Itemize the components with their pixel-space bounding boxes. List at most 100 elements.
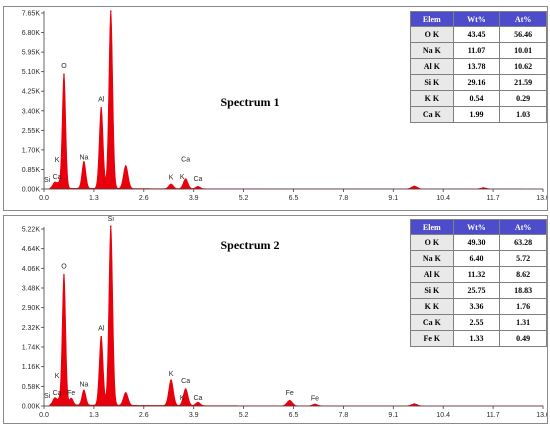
x-tick-label: 7.8 [339,195,349,202]
spectrum-peak [124,392,127,394]
table-row: O K 43.45 56.46 [410,26,547,43]
table-header-row: Elem Wt% At% [410,11,547,27]
y-tick-label: 4.25K [22,89,41,96]
weight-percent-cell: 2.55 [452,314,501,331]
y-tick-label: 0.00K [22,404,41,411]
peak-label: Si [108,7,115,8]
element-cell: Al K [410,266,454,283]
table-row: Na K 11.07 10.01 [410,42,547,59]
spectrum-peak [100,106,102,109]
table-row: Si K 25.75 18.83 [410,282,547,299]
peak-label: O [61,63,67,70]
atomic-percent-cell: 10.01 [499,42,547,59]
spectrum-peak [58,183,60,186]
atomic-percent-cell: 63.28 [499,234,547,251]
element-cell: Si K [410,74,454,91]
y-tick-label: 0.58K [22,384,41,391]
y-tick-label: 2.32K [22,325,41,332]
spectrum-peak [83,161,85,163]
x-tick-label: 3.9 [189,412,199,419]
spectrum-peak [70,398,73,401]
spectrum-peak [170,183,172,186]
spectrum-peak [53,398,56,401]
y-tick-label: 3.48K [22,286,41,293]
table-row: Fe K 1.33 0.49 [410,330,547,347]
x-tick-label: 11.7 [487,412,500,419]
header-elem: Elem [410,219,454,235]
peak-label: Si [108,216,115,223]
y-tick-label: 5.22K [22,227,41,234]
atomic-percent-cell: 1.31 [499,314,547,331]
weight-percent-cell: 0.54 [452,90,501,107]
x-tick-label: 3.9 [189,195,199,202]
x-tick-label: 2.6 [139,195,149,202]
header-at: At% [499,11,547,27]
x-tick-label: 9.1 [388,195,398,202]
peak-label: Ca [193,176,202,183]
weight-percent-cell: 6.40 [452,250,501,267]
spectrum-peak [124,165,127,167]
y-tick-label: 5.95K [22,50,41,57]
x-tick-label: 0.0 [39,412,49,419]
x-tick-label: 10.4 [436,195,450,202]
spectrum-2-composition-table: Elem Wt% At% O K 49.30 63.28 Na K 6.40 5.72 Al… [410,219,547,347]
y-tick-label: 4.64K [22,246,41,253]
element-cell: K K [410,298,454,315]
table-row: K K 0.54 0.29 [410,90,547,107]
element-cell: Fe K [410,330,454,347]
atomic-percent-cell: 0.49 [499,330,547,347]
y-tick-label: 3.40K [22,108,41,115]
weight-percent-cell: 29.16 [452,74,501,91]
table-row: Al K 11.32 8.62 [410,266,547,283]
x-tick-label: 6.5 [289,412,299,419]
spectrum-peak [413,403,416,405]
x-tick-label: 1.3 [89,412,99,419]
y-tick-label: 1.74K [22,345,41,352]
header-at: At% [499,219,547,235]
atomic-percent-cell: 1.03 [499,106,547,123]
peak-label: Fe [311,396,319,403]
table-row: Ca K 1.99 1.03 [410,106,547,123]
x-tick-label: 1.3 [89,195,99,202]
x-tick-label: 0.0 [39,195,49,202]
peak-label: Si [44,177,51,184]
spectrum-peak [63,274,65,276]
spectrum-peak [109,10,112,12]
peak-label: O [61,263,67,270]
atomic-percent-cell: 0.29 [499,90,547,107]
table-row: Si K 29.16 21.59 [410,74,547,91]
atomic-percent-cell: 10.62 [499,58,547,75]
peak-label: K [180,174,185,181]
element-cell: Na K [410,250,454,267]
element-cell: Na K [410,42,454,59]
y-tick-label: 0.85K [22,167,41,174]
y-tick-label: 1.70K [22,147,41,154]
y-tick-label: 1.16K [22,364,41,371]
spectrum-peak [109,225,112,228]
peak-label: Al [98,326,105,333]
peak-label: K [55,157,60,164]
x-tick-label: 11.7 [487,195,500,202]
atomic-percent-cell: 21.59 [499,74,547,91]
weight-percent-cell: 25.75 [452,282,501,299]
spectrum-peak [83,389,85,392]
peak-label: Al [98,97,105,104]
x-tick-label: 13.0 [536,195,547,202]
spectrum-2-panel: Spectrum 2 0.00K 0.58K 1.16K 1.74K 2.32K 2.90K… [3,215,548,424]
weight-percent-cell: 1.33 [452,330,501,347]
table-row: Al K 13.78 10.62 [410,58,547,75]
y-tick-label: 2.55K [22,128,41,135]
y-tick-label: 7.65K [22,11,41,18]
peak-label: Fe [67,390,75,397]
table-row: Na K 6.40 5.72 [410,250,547,267]
peak-label: Na [79,155,88,162]
header-wt: Wt% [452,219,501,235]
x-tick-label: 5.2 [239,195,249,202]
spectrum-1-chart: Spectrum 1 0.00K 0.85K 1.70K 2.55K 3.40K 4.25K… [22,7,547,202]
table-row: K K 3.36 1.76 [410,298,547,315]
peak-label: Ca [193,395,202,402]
spectrum-peak [53,182,56,185]
y-tick-label: 0.00K [22,187,41,194]
element-cell: Al K [410,58,454,75]
weight-percent-cell: 13.78 [452,58,501,75]
